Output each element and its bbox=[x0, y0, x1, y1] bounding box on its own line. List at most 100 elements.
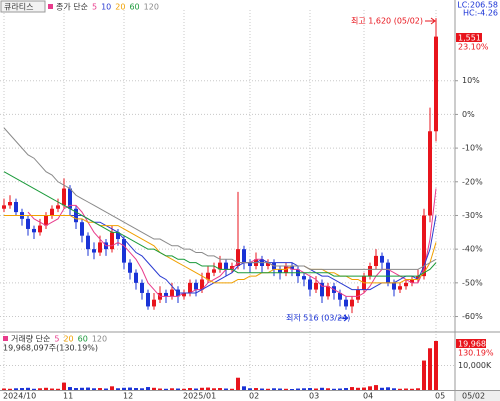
last-volume: 19,968K bbox=[458, 340, 492, 349]
candle-body bbox=[218, 262, 222, 270]
legend-entry: 20 bbox=[63, 335, 73, 344]
candle-body bbox=[434, 36, 438, 132]
volume-bar bbox=[158, 388, 162, 390]
volume-bar bbox=[152, 387, 156, 390]
candle-body bbox=[380, 255, 384, 263]
candle-body bbox=[116, 232, 120, 240]
volume-bar bbox=[128, 387, 132, 390]
legend-entry: 60 bbox=[129, 3, 139, 12]
candle-body bbox=[146, 292, 150, 307]
candle-body bbox=[326, 286, 330, 297]
candle-body bbox=[224, 262, 228, 270]
volume-bar bbox=[326, 388, 330, 390]
volume-bar bbox=[344, 388, 348, 390]
candle-body bbox=[302, 276, 306, 280]
candle-body bbox=[122, 239, 126, 263]
volume-bar bbox=[206, 387, 210, 390]
x-tick-label: 02 bbox=[249, 392, 259, 401]
volume-bar bbox=[164, 388, 168, 390]
ma-line bbox=[3, 171, 437, 277]
candle-body bbox=[320, 282, 324, 297]
y-tick-label: -20% bbox=[462, 177, 483, 186]
volume-bar bbox=[74, 388, 78, 390]
candle-body bbox=[80, 222, 84, 236]
y-tick-label: 0% bbox=[462, 110, 475, 119]
candle-body bbox=[86, 235, 90, 250]
candle-body bbox=[248, 262, 252, 266]
candle-body bbox=[2, 205, 6, 209]
candle-body bbox=[50, 208, 54, 216]
hc-label: HC:-4.26 bbox=[463, 9, 498, 18]
volume-bar bbox=[50, 388, 54, 390]
current-date: 05/02 bbox=[462, 392, 485, 401]
candle-body bbox=[134, 272, 138, 283]
stock-box[interactable] bbox=[0, 0, 46, 13]
candle-body bbox=[404, 282, 408, 287]
candle-body bbox=[416, 276, 420, 280]
y-tick-label: -10% bbox=[462, 144, 483, 153]
volume-bar bbox=[14, 388, 18, 390]
candle-body bbox=[164, 292, 168, 297]
lc-label: LC:206.58 bbox=[457, 1, 498, 10]
volume-bar bbox=[236, 377, 240, 390]
candle-body bbox=[368, 266, 372, 277]
price-legend-label: 종가 단순 bbox=[56, 2, 88, 12]
legend-entry: 5 bbox=[92, 3, 97, 12]
candle-body bbox=[356, 289, 360, 300]
candle-body bbox=[92, 249, 96, 253]
volume-text: 19,968,097주(130.19%) bbox=[3, 344, 98, 353]
volume-bar bbox=[392, 388, 396, 390]
volume-bar bbox=[86, 387, 90, 390]
ma-line bbox=[4, 214, 437, 284]
candle-body bbox=[200, 279, 204, 290]
candle-body bbox=[26, 218, 30, 229]
candle-body bbox=[56, 205, 60, 209]
date-box bbox=[456, 391, 500, 401]
y-tick-label: 10,000K bbox=[458, 361, 492, 370]
volume-bar bbox=[296, 388, 300, 390]
y-tick-label: -50% bbox=[462, 278, 483, 287]
high-annotation: 최고 1,620 (05/02) bbox=[351, 16, 423, 26]
volume-bar bbox=[188, 388, 192, 390]
x-tick-label: 03 bbox=[309, 392, 319, 401]
legend-entry: 5 bbox=[54, 335, 59, 344]
candle-body bbox=[392, 282, 396, 290]
volume-bar bbox=[350, 387, 354, 390]
volume-bar bbox=[38, 388, 42, 390]
volume-bar bbox=[332, 388, 336, 390]
volume-bar bbox=[302, 388, 306, 390]
y-tick-label: -60% bbox=[462, 312, 483, 321]
candle-body bbox=[194, 282, 198, 290]
x-tick-label: 12 bbox=[123, 392, 133, 401]
candle-body bbox=[98, 242, 102, 253]
volume-bar bbox=[224, 388, 228, 390]
candle-body bbox=[344, 299, 348, 307]
candle-body bbox=[428, 131, 432, 216]
volume-bar bbox=[212, 388, 216, 390]
candle-body bbox=[170, 289, 174, 297]
volume-bar bbox=[92, 388, 96, 390]
volume-bar bbox=[290, 389, 294, 390]
candle-body bbox=[242, 249, 246, 263]
candle-body bbox=[38, 225, 42, 233]
volume-bar bbox=[410, 388, 414, 390]
volume-bar bbox=[356, 387, 360, 390]
candle-body bbox=[290, 266, 294, 270]
y-tick-label: 10% bbox=[462, 76, 480, 85]
legend-entry: 60 bbox=[78, 335, 88, 344]
volume-bar bbox=[242, 386, 246, 390]
legend-entry: 10 bbox=[101, 3, 111, 12]
volume-bar bbox=[80, 387, 84, 390]
volume-bar bbox=[320, 387, 324, 390]
volume-bar bbox=[98, 388, 102, 390]
volume-bar bbox=[116, 388, 120, 390]
volume-bar bbox=[146, 387, 150, 390]
volume-bar bbox=[266, 388, 270, 390]
legend-entry: 120 bbox=[144, 3, 159, 12]
volume-bar bbox=[32, 388, 36, 390]
last-volume-ratio: 130.19% bbox=[458, 349, 494, 358]
volume-bar bbox=[230, 388, 234, 390]
legend-icon bbox=[3, 336, 8, 341]
candle-body bbox=[398, 286, 402, 290]
